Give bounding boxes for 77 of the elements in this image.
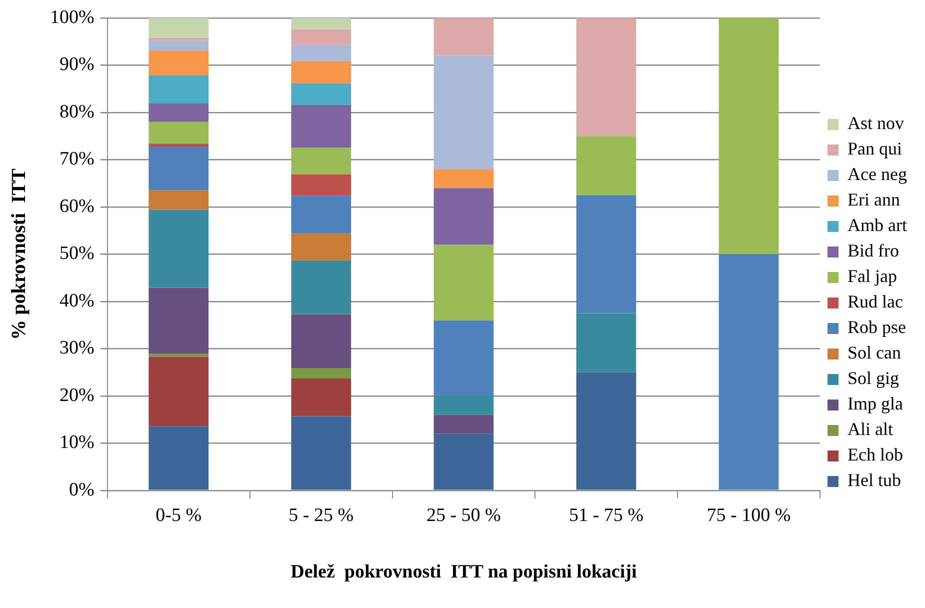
x-tick-label: 75 - 100 % (706, 504, 791, 526)
bar (148, 356, 209, 426)
bar (434, 169, 494, 188)
legend-label: Sol can (848, 342, 902, 363)
bar (434, 414, 494, 434)
legend-label: Rud lac (848, 292, 904, 312)
bar (291, 61, 352, 84)
bar (148, 288, 209, 354)
bar (291, 29, 352, 45)
bar (291, 196, 352, 234)
legend-label: Bid fro (848, 240, 900, 261)
bar (148, 75, 209, 104)
x-tick-label: 5 - 25 % (288, 504, 354, 526)
bar (148, 210, 209, 288)
bar (576, 372, 636, 490)
x-tick-label: 25 - 50 % (426, 504, 502, 526)
legend-label: Fal jap (848, 266, 898, 286)
bar (148, 50, 209, 76)
y-tick-label: 30% (60, 338, 94, 359)
bar (291, 416, 352, 490)
bar (148, 146, 209, 190)
bar (291, 104, 352, 148)
legend-label: Rob pse (848, 317, 906, 338)
bar (148, 122, 209, 144)
bar (291, 83, 352, 105)
bar (576, 18, 636, 136)
bar (576, 195, 636, 314)
bar (576, 136, 636, 196)
bar (291, 314, 352, 368)
y-tick-label: 100% (50, 6, 94, 28)
x-tick-label: 0-5 % (156, 504, 202, 526)
bar (148, 40, 209, 51)
y-tick-label: 10% (60, 432, 94, 454)
x-axis-title: Delež pokrovnosti ITT na popisni lokaciji (290, 562, 637, 583)
y-tick-label: 60% (60, 196, 94, 217)
bar (291, 260, 352, 314)
bar (148, 426, 209, 490)
bar (434, 320, 494, 396)
y-tick-label: 50% (60, 243, 94, 264)
bar (148, 190, 209, 210)
bar (291, 378, 352, 416)
y-tick-label: 20% (60, 384, 94, 406)
y-tick-label: 80% (60, 101, 94, 122)
legend-label: Pan qui (848, 138, 902, 159)
bar (434, 434, 494, 490)
legend-label: Sol gig (848, 368, 900, 388)
bar (434, 188, 494, 245)
bar (148, 104, 209, 122)
bar (148, 18, 209, 38)
legend-label: Ace neg (848, 164, 907, 184)
bar (718, 18, 779, 254)
bar (291, 368, 352, 378)
x-tick-label: 51 - 75 % (569, 504, 644, 526)
bar (434, 244, 494, 320)
legend-label: Ech lob (848, 444, 904, 465)
bar (291, 233, 352, 260)
legend-label: Ali alt (848, 419, 894, 440)
legend-label: Eri ann (848, 190, 900, 210)
bar (718, 254, 779, 490)
y-tick-label: 70% (60, 148, 94, 170)
y-tick-label: 40% (60, 290, 94, 312)
legend-label: Amb art (848, 215, 907, 236)
y-tick-label: 90% (60, 54, 94, 76)
bar (148, 144, 209, 146)
legend-label: Imp gla (848, 394, 904, 414)
bar (291, 174, 352, 196)
bar (434, 396, 494, 415)
bar (434, 56, 494, 170)
bar (291, 18, 352, 30)
y-axis-title: % pokrovnosti ITT (8, 168, 30, 340)
bar (434, 18, 494, 56)
y-tick-label: 0% (69, 479, 94, 500)
legend-label: Hel tub (848, 470, 902, 490)
legend-label: Ast nov (848, 113, 904, 134)
bar (291, 44, 352, 62)
bar (291, 147, 352, 174)
bar (576, 313, 636, 372)
